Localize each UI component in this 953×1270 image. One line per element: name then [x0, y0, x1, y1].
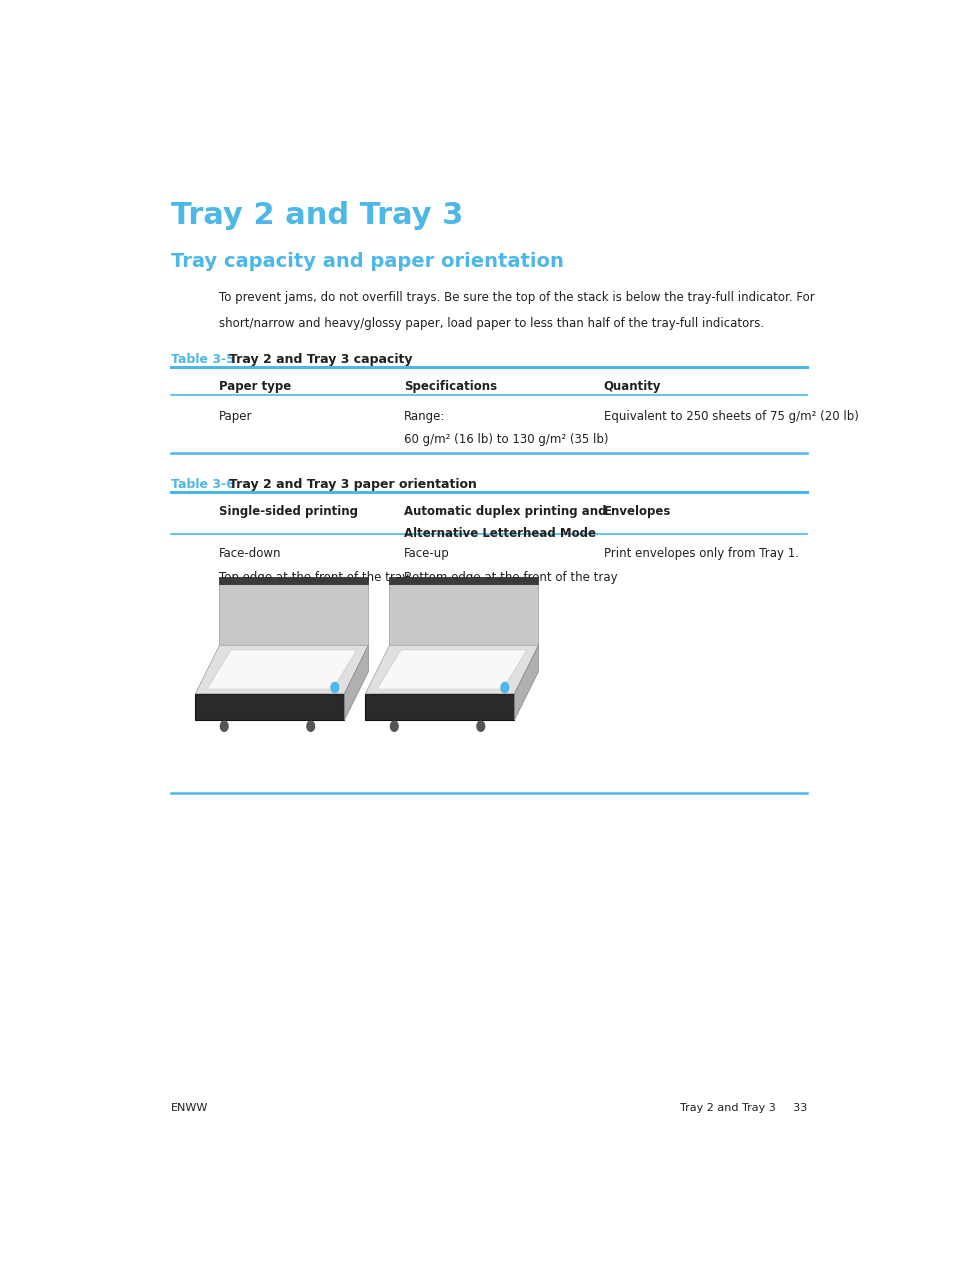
Text: short/narrow and heavy/glossy paper, load paper to less than half of the tray-fu: short/narrow and heavy/glossy paper, loa…	[219, 316, 763, 330]
Text: Table 3-5: Table 3-5	[171, 353, 234, 366]
Polygon shape	[389, 577, 537, 584]
Circle shape	[476, 721, 484, 732]
Polygon shape	[207, 650, 356, 690]
Text: Face-down: Face-down	[219, 547, 281, 560]
Text: Quantity: Quantity	[603, 380, 660, 394]
Circle shape	[331, 682, 338, 692]
Text: Single-sided printing: Single-sided printing	[219, 505, 357, 518]
Polygon shape	[376, 650, 526, 690]
Text: Bottom edge at the front of the tray: Bottom edge at the front of the tray	[403, 572, 617, 584]
Polygon shape	[219, 577, 368, 584]
Text: Range:: Range:	[403, 410, 445, 423]
Text: Envelopes: Envelopes	[603, 505, 670, 518]
Text: Tray 2 and Tray 3: Tray 2 and Tray 3	[171, 202, 463, 230]
Text: Tray 2 and Tray 3     33: Tray 2 and Tray 3 33	[679, 1102, 806, 1113]
Text: To prevent jams, do not overfill trays. Be sure the top of the stack is below th: To prevent jams, do not overfill trays. …	[219, 291, 814, 305]
Text: Specifications: Specifications	[403, 380, 497, 394]
Circle shape	[390, 721, 397, 732]
Circle shape	[220, 721, 228, 732]
Polygon shape	[344, 645, 368, 720]
Circle shape	[307, 721, 314, 732]
Text: 60 g/m² (16 lb) to 130 g/m² (35 lb): 60 g/m² (16 lb) to 130 g/m² (35 lb)	[403, 433, 608, 446]
Text: Print envelopes only from Tray 1.: Print envelopes only from Tray 1.	[603, 547, 798, 560]
Text: Tray 2 and Tray 3 paper orientation: Tray 2 and Tray 3 paper orientation	[229, 478, 476, 491]
Text: ENWW: ENWW	[171, 1102, 208, 1113]
Text: Top edge at the front of the tray: Top edge at the front of the tray	[219, 572, 409, 584]
Polygon shape	[195, 693, 344, 720]
Text: Tray capacity and paper orientation: Tray capacity and paper orientation	[171, 253, 563, 272]
Text: Paper type: Paper type	[219, 380, 291, 394]
Polygon shape	[389, 584, 537, 645]
Text: Alternative Letterhead Mode: Alternative Letterhead Mode	[403, 527, 596, 540]
Text: Tray 2 and Tray 3 capacity: Tray 2 and Tray 3 capacity	[229, 353, 412, 366]
Polygon shape	[219, 584, 368, 645]
Text: Paper: Paper	[219, 410, 253, 423]
Text: Table 3-6: Table 3-6	[171, 478, 234, 491]
Text: Equivalent to 250 sheets of 75 g/m² (20 lb): Equivalent to 250 sheets of 75 g/m² (20 …	[603, 410, 858, 423]
Polygon shape	[195, 645, 368, 693]
Polygon shape	[514, 645, 537, 720]
Circle shape	[500, 682, 508, 692]
Text: Automatic duplex printing and: Automatic duplex printing and	[403, 505, 606, 518]
Text: Face-up: Face-up	[403, 547, 449, 560]
Polygon shape	[365, 693, 514, 720]
Polygon shape	[365, 645, 537, 693]
